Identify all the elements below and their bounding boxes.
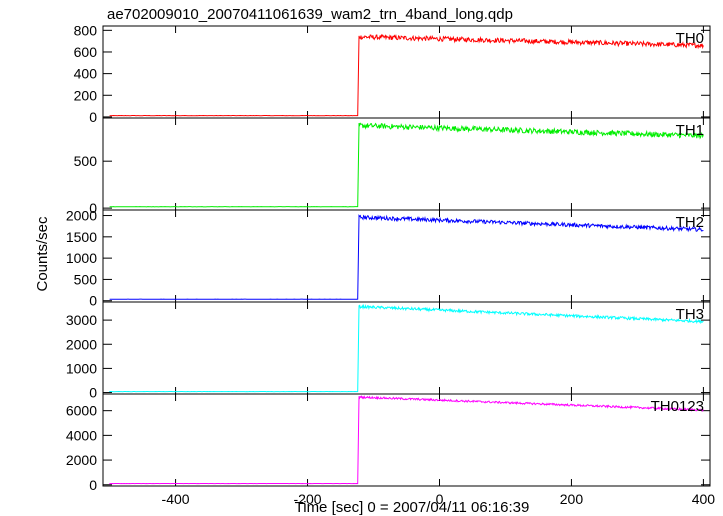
y-axis-label: Counts/sec <box>34 216 51 292</box>
y-tick-label: 0 <box>89 385 97 401</box>
chart-title: ae702009010_20070411061639_wam2_trn_4ban… <box>107 6 513 23</box>
panel-frame <box>102 393 711 487</box>
x-tick-label: -200 <box>294 491 322 507</box>
panel-th2: 0 500 1000 1500 2000 TH2 <box>66 208 711 309</box>
series-label: TH0 <box>676 30 704 47</box>
x-tick-label: 0 <box>436 491 444 507</box>
series-label: TH0123 <box>651 398 704 415</box>
y-tick-label: 1500 <box>66 229 97 245</box>
panel-frame <box>102 209 711 303</box>
series-label: TH1 <box>676 122 704 139</box>
y-tick-label: 0 <box>89 200 97 216</box>
y-tick-label: 1000 <box>66 360 97 376</box>
series-line-th0 <box>109 33 704 117</box>
panel-th1: 0 500 TH1 <box>74 117 711 216</box>
x-tick-label: -400 <box>162 491 190 507</box>
y-tick-label: 400 <box>74 66 98 82</box>
y-tick-label: 2000 <box>66 452 97 468</box>
y-tick-label: 500 <box>74 271 98 287</box>
x-tick-label: 200 <box>560 491 584 507</box>
series-line-th3 <box>109 303 704 393</box>
panel-frame <box>102 301 711 395</box>
y-tick-label: 0 <box>89 109 97 125</box>
series-line-th1 <box>109 122 704 208</box>
y-tick-label: 2000 <box>66 336 97 352</box>
series-line-th2 <box>109 214 704 300</box>
y-tick-label: 3000 <box>66 312 97 328</box>
series-label: TH2 <box>676 214 704 231</box>
panel-th0123: 0 2000 4000 6000 TH0123 <box>66 393 711 493</box>
x-axis-label: Time [sec] 0 = 2007/04/11 06:16:39 <box>295 499 530 516</box>
y-tick-label: 6000 <box>66 403 97 419</box>
y-tick-label: 0 <box>89 477 97 493</box>
y-tick-label: 600 <box>74 44 98 60</box>
y-tick-label: 800 <box>74 22 98 38</box>
y-tick-label: 500 <box>74 153 98 169</box>
series-label: TH3 <box>676 306 704 323</box>
panel-th3: 0 1000 2000 3000 TH3 <box>66 301 711 401</box>
x-tick-label: 400 <box>692 491 716 507</box>
y-tick-label: 4000 <box>66 427 97 443</box>
y-tick-label: 200 <box>74 87 98 103</box>
panel-th0: 0 200 400 600 800 TH0 <box>74 22 711 125</box>
y-tick-label: 0 <box>89 293 97 309</box>
y-tick-label: 1000 <box>66 250 97 266</box>
y-tick-label: 2000 <box>66 208 97 224</box>
series-line-th0123 <box>109 395 704 485</box>
